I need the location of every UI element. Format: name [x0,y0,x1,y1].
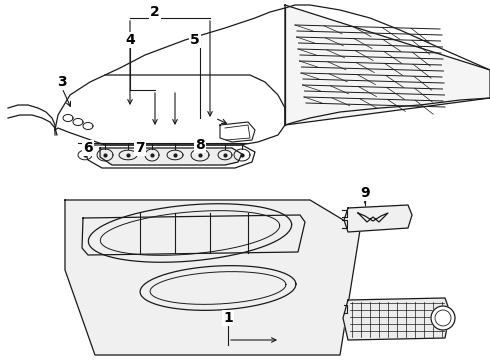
Polygon shape [285,5,490,125]
Text: 1: 1 [223,311,233,325]
Text: 8: 8 [195,138,205,152]
Text: 6: 6 [83,141,93,155]
Text: 5: 5 [190,33,200,47]
Polygon shape [343,298,450,340]
Text: 9: 9 [360,186,370,200]
Text: 2: 2 [150,5,160,19]
Text: 4: 4 [125,33,135,47]
Polygon shape [100,148,242,165]
Text: 7: 7 [135,141,145,155]
Polygon shape [344,205,412,232]
Text: 3: 3 [57,75,67,89]
Polygon shape [65,200,360,355]
Circle shape [431,306,455,330]
